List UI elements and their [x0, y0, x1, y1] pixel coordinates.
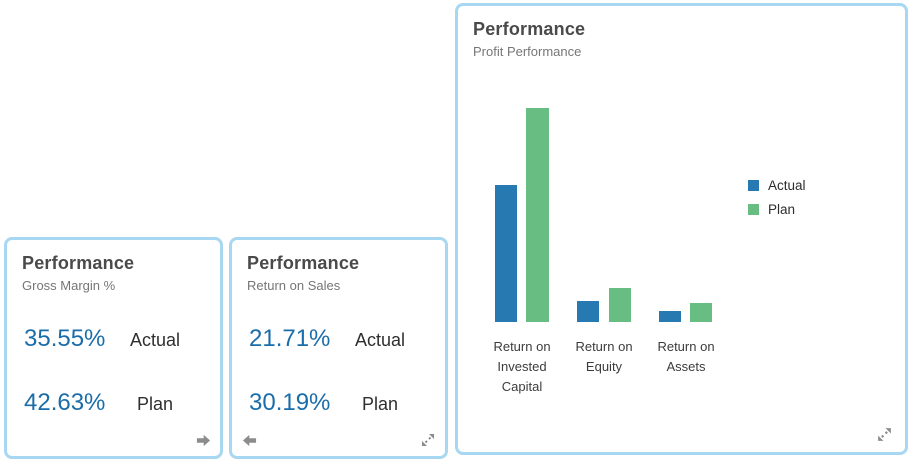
- kpi-value-plan: 30.19%: [249, 389, 331, 416]
- kpi-label-plan: Plan: [136, 394, 174, 414]
- kpi-value-actual: 35.55%: [24, 325, 106, 352]
- chart-subtitle: Profit Performance: [473, 44, 582, 59]
- kpi-row-plan: 42.63% Plan: [7, 389, 220, 417]
- chart-legend: Actual Plan: [748, 178, 806, 217]
- bar-plan-return-on-invested-capital: [526, 108, 549, 322]
- legend-entry-plan: Plan: [748, 202, 806, 217]
- bar-actual-return-on-equity: [577, 301, 599, 322]
- kpi-tile-return-on-sales[interactable]: Performance Return on Sales 21.71% Actua…: [229, 237, 448, 459]
- x-axis-label-return-on-invested-capital: Return on Invested Capital: [472, 337, 572, 397]
- kpi-tile-gross-margin[interactable]: Performance Gross Margin % 35.55% Actual…: [4, 237, 223, 459]
- x-label-line: Invested: [497, 359, 547, 374]
- legend-swatch-plan: [748, 204, 759, 215]
- bar-plan-return-on-assets: [690, 303, 712, 322]
- tile-subtitle: Gross Margin %: [22, 278, 116, 293]
- legend-label-actual: Actual: [768, 178, 806, 193]
- next-arrow-icon[interactable]: [194, 432, 212, 448]
- legend-entry-actual: Actual: [748, 178, 806, 193]
- resize-diagonal-icon[interactable]: [875, 426, 893, 442]
- kpi-label-plan: Plan: [361, 394, 399, 414]
- x-label-line: Assets: [666, 359, 706, 374]
- x-label-line: Capital: [501, 379, 543, 394]
- tile-title: Performance: [22, 253, 135, 273]
- x-label-line: Equity: [585, 359, 623, 374]
- kpi-row-actual: 21.71% Actual: [232, 325, 445, 353]
- kpi-value-actual: 21.71%: [249, 325, 331, 352]
- kpi-row-actual: 35.55% Actual: [7, 325, 220, 353]
- x-label-line: Return on: [575, 339, 633, 354]
- x-label-line: Return on: [657, 339, 715, 354]
- legend-swatch-actual: [748, 180, 759, 191]
- chart-tile-profit-performance[interactable]: Performance Profit Performance Return on…: [455, 3, 908, 455]
- back-arrow-icon[interactable]: [240, 432, 258, 448]
- kpi-label-actual: Actual: [354, 330, 406, 350]
- bar-actual-return-on-assets: [659, 311, 681, 322]
- legend-label-plan: Plan: [768, 202, 796, 217]
- bar-actual-return-on-invested-capital: [495, 185, 517, 322]
- x-axis-label-return-on-assets: Return on Assets: [636, 337, 736, 377]
- tile-title: Performance: [473, 19, 586, 39]
- bar-plan-return-on-equity: [609, 288, 631, 322]
- kpi-value-plan: 42.63%: [24, 389, 106, 416]
- kpi-label-actual: Actual: [129, 330, 181, 350]
- x-label-line: Return on: [493, 339, 551, 354]
- tile-subtitle: Return on Sales: [247, 278, 341, 293]
- kpi-row-plan: 30.19% Plan: [232, 389, 445, 417]
- resize-diagonal-icon[interactable]: [419, 432, 437, 448]
- tile-title: Performance: [247, 253, 360, 273]
- x-axis-label-return-on-equity: Return on Equity: [554, 337, 654, 377]
